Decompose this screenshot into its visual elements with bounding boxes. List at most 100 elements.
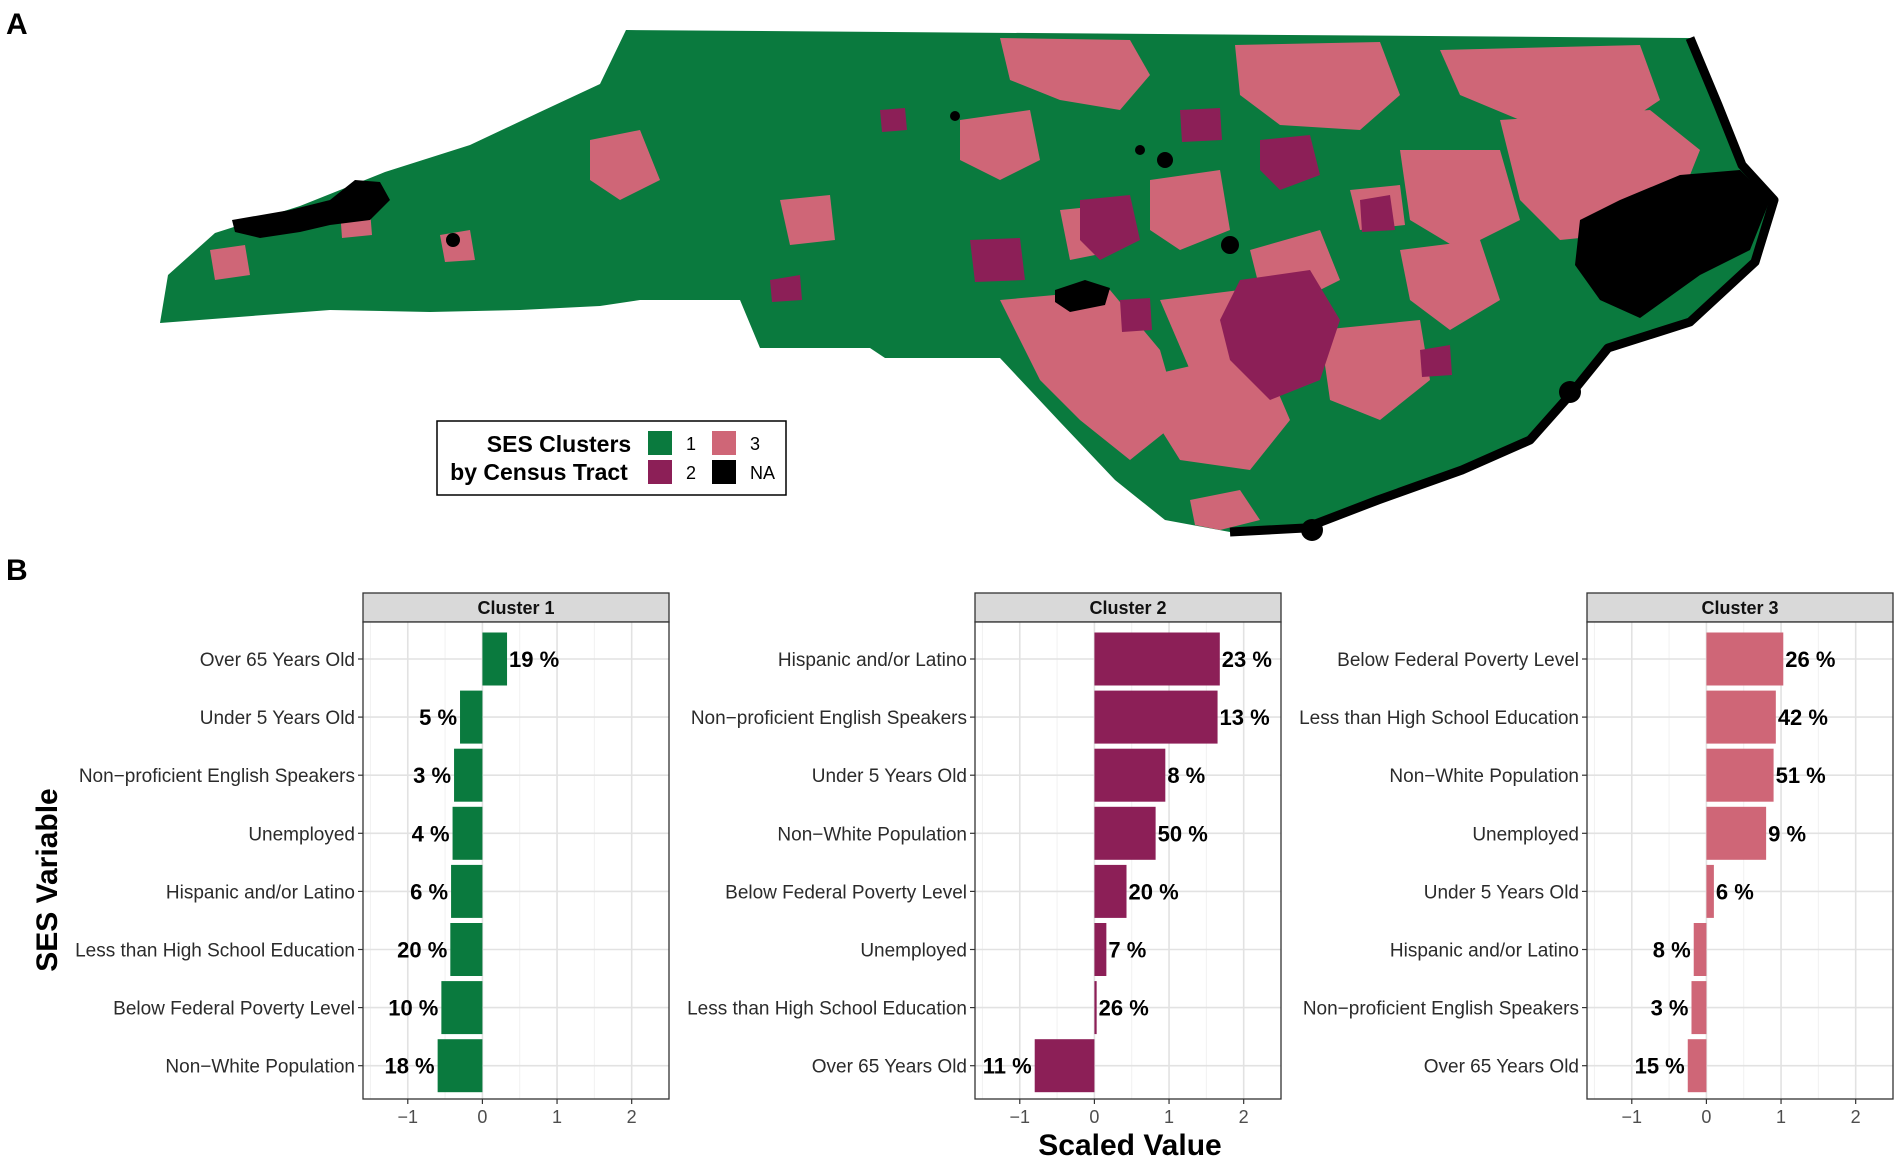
facet-3: Cluster 3 26 % 42 % 51 % 9 % 6 % 8 % 3 % 15 % Bel…	[1299, 592, 1894, 1127]
facet-2: Cluster 2 23 % 13 % 8 % 50 % 20 % 7 % 26 % 11 % H…	[687, 592, 1282, 1127]
bar-value-label: 8 %	[1653, 938, 1691, 963]
y-tick-label: Under 5 Years Old	[1424, 882, 1579, 903]
facet-border	[1586, 621, 1894, 1100]
y-tick-label: Below Federal Poverty Level	[113, 999, 355, 1020]
bar-value-label: 6 %	[410, 879, 448, 904]
bar-value-label: 26 %	[1785, 647, 1835, 672]
legend-swatch-1	[648, 431, 672, 455]
facet-charts: Cluster 119 %5 %3 %4 %6 %20 %10 %18 %Ove…	[75, 592, 1894, 1127]
bar	[451, 864, 483, 918]
y-tick-label: Unemployed	[860, 941, 967, 962]
bar-value-label: 3 %	[413, 763, 451, 788]
y-tick-label: Under 5 Years Old	[812, 766, 967, 787]
bar	[1687, 1039, 1707, 1093]
bar	[1094, 981, 1097, 1035]
bar	[1034, 1039, 1095, 1093]
legend-title-line2: by Census Tract	[450, 459, 628, 485]
panel-a-label: A	[6, 8, 28, 41]
bar	[450, 923, 483, 976]
y-tick-label: Non−White Population	[165, 1057, 355, 1078]
bar	[1706, 864, 1714, 918]
bar	[452, 806, 483, 860]
map-cluster2-regions	[770, 108, 1452, 400]
bar	[1094, 632, 1220, 686]
bar	[1706, 632, 1784, 686]
x-tick-label: 0	[1089, 1107, 1099, 1127]
facet-border	[362, 621, 670, 1100]
bar-value-label: 7 %	[1108, 938, 1146, 963]
x-tick-label: 2	[627, 1107, 637, 1127]
y-tick-label: Hispanic and/or Latino	[1390, 941, 1579, 962]
bar-value-label: 19 %	[509, 647, 559, 672]
x-tick-label: 0	[1701, 1107, 1711, 1127]
bar-value-label: 50 %	[1158, 821, 1208, 846]
bar-value-label: 8 %	[1167, 763, 1205, 788]
x-tick-label: −1	[1622, 1107, 1643, 1127]
x-tick-label: −1	[1010, 1107, 1031, 1127]
y-tick-label: Non−proficient English Speakers	[691, 708, 967, 729]
x-tick-label: 1	[552, 1107, 562, 1127]
bar	[1706, 690, 1776, 744]
y-tick-label: Over 65 Years Old	[1424, 1057, 1579, 1078]
y-tick-label: Less than High School Education	[1299, 708, 1579, 729]
bar	[1094, 864, 1127, 918]
y-tick-label: Non−proficient English Speakers	[79, 766, 355, 787]
bar	[454, 748, 483, 802]
x-axis-title: Scaled Value	[1038, 1129, 1221, 1162]
bar-value-label: 6 %	[1716, 879, 1754, 904]
facet-title: Cluster 2	[1089, 598, 1166, 618]
y-tick-label: Over 65 Years Old	[812, 1057, 967, 1078]
map-legend: SES Clusters by Census Tract 1 2 3 NA	[436, 420, 787, 496]
bar	[1693, 923, 1707, 976]
bar	[441, 981, 483, 1035]
legend-label-1: 1	[686, 434, 696, 454]
bar	[1094, 748, 1166, 802]
y-tick-label: Below Federal Poverty Level	[1337, 650, 1579, 671]
facet-plot-area	[363, 622, 669, 1099]
bar-value-label: 10 %	[388, 996, 438, 1021]
map-cape	[1559, 381, 1581, 403]
facet-title: Cluster 1	[477, 598, 554, 618]
legend-title-line1: SES Clusters	[487, 431, 631, 457]
legend-swatch-3	[712, 431, 736, 455]
bar-value-label: 51 %	[1776, 763, 1826, 788]
y-tick-label: Below Federal Poverty Level	[725, 882, 967, 903]
legend-label-na: NA	[750, 463, 775, 483]
legend-swatch-na	[712, 460, 736, 484]
y-tick-label: Hispanic and/or Latino	[778, 650, 967, 671]
y-tick-label: Less than High School Education	[75, 941, 355, 962]
facet-strip	[362, 592, 670, 623]
x-tick-label: 1	[1164, 1107, 1174, 1127]
y-tick-label: Unemployed	[1472, 824, 1579, 845]
bar	[1706, 806, 1767, 860]
x-tick-label: 2	[1239, 1107, 1249, 1127]
facet-border	[974, 621, 1282, 1100]
y-tick-label: Non−White Population	[1389, 766, 1579, 787]
bar	[1691, 981, 1707, 1035]
x-tick-label: 0	[477, 1107, 487, 1127]
legend-label-3: 3	[750, 434, 760, 454]
legend-swatch-2	[648, 460, 672, 484]
facet-title: Cluster 3	[1701, 598, 1778, 618]
bar	[1094, 690, 1218, 744]
bar-value-label: 26 %	[1099, 996, 1149, 1021]
bar	[482, 632, 508, 686]
facet-1: Cluster 1 19 % 5 % 3 % 4 % 6 % 20 % 10 % 18 % Ove…	[75, 592, 670, 1127]
map-na-regions	[232, 111, 1770, 318]
x-tick-label: 1	[1776, 1107, 1786, 1127]
bar-value-label: 15 %	[1635, 1054, 1685, 1079]
y-tick-label: Non−White Population	[777, 824, 967, 845]
bar-value-label: 3 %	[1651, 996, 1689, 1021]
legend-label-2: 2	[686, 463, 696, 483]
x-tick-label: 2	[1851, 1107, 1861, 1127]
y-tick-label: Under 5 Years Old	[200, 708, 355, 729]
y-tick-label: Unemployed	[248, 824, 355, 845]
y-tick-label: Less than High School Education	[687, 999, 967, 1020]
bar-value-label: 18 %	[384, 1054, 434, 1079]
bar-value-label: 4 %	[412, 821, 450, 846]
bar-value-label: 13 %	[1220, 705, 1270, 730]
y-tick-label: Over 65 Years Old	[200, 650, 355, 671]
bar-value-label: 20 %	[397, 938, 447, 963]
y-tick-label: Non−proficient English Speakers	[1303, 999, 1579, 1020]
